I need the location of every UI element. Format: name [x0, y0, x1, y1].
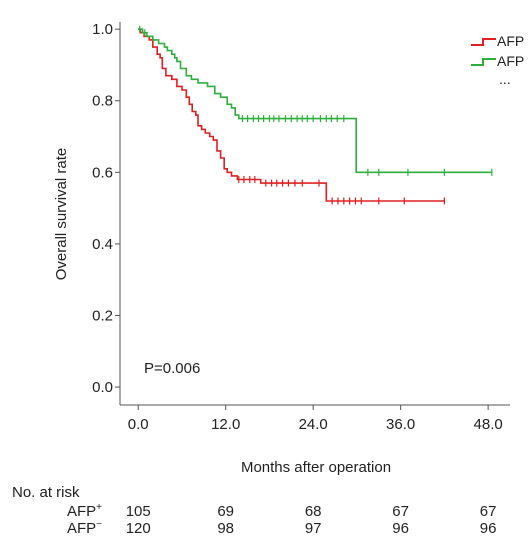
y-tick-label: 0.6	[92, 164, 113, 181]
legend-swatch-afp-negative	[471, 58, 496, 66]
survival-curve-afp-positive	[138, 28, 445, 202]
y-axis-title: Overall survival rate	[53, 148, 70, 281]
risk-table: No. at risk AFP+ AFP− 105 69 68 67 67 120 98 97…	[12, 484, 496, 536]
x-axis-title: Months after operation	[241, 459, 391, 476]
risk-value: 105	[126, 503, 151, 520]
series-layer	[138, 25, 493, 205]
risk-values: 105 69 68 67 67 120 98 97 96 96	[126, 503, 497, 536]
legend: AFP AFP ...	[471, 33, 524, 87]
x-tick-label: 36.0	[386, 416, 415, 433]
risk-table-title: No. at risk	[12, 484, 80, 501]
risk-value: 67	[392, 503, 409, 520]
y-tick-label: 0.2	[92, 308, 113, 325]
risk-value: 67	[480, 503, 497, 520]
x-tick-label: 24.0	[299, 416, 328, 433]
y-tick-label: 0.8	[92, 93, 113, 110]
axes: 0.0 0.2 0.4 0.6 0.8 1.0 0.0 12.0 24.0 36.0 48.0	[92, 21, 510, 433]
risk-value: 120	[126, 520, 151, 536]
x-tick-label: 48.0	[474, 416, 503, 433]
y-ticks: 0.0 0.2 0.4 0.6 0.8 1.0	[92, 21, 120, 396]
legend-label-afp-negative: AFP	[497, 53, 524, 69]
risk-value: 98	[217, 520, 234, 536]
risk-row-label-afp-negative: AFP−	[67, 519, 102, 536]
risk-value: 68	[305, 503, 322, 520]
risk-row-label-afp-positive: AFP+	[67, 502, 102, 520]
risk-value: 96	[480, 520, 497, 536]
y-tick-label: 1.0	[92, 21, 113, 38]
x-tick-label: 0.0	[128, 416, 149, 433]
risk-value: 97	[305, 520, 322, 536]
p-value-annotation: P=0.006	[144, 360, 200, 377]
risk-value: 69	[217, 503, 234, 520]
legend-more: ...	[499, 71, 511, 87]
x-ticks: 0.0 12.0 24.0 36.0 48.0	[128, 405, 503, 433]
y-tick-label: 0.4	[92, 236, 113, 253]
y-tick-label: 0.0	[92, 379, 113, 396]
survival-curve-afp-negative	[138, 28, 492, 174]
legend-label-afp-positive: AFP	[497, 33, 524, 49]
x-tick-label: 12.0	[211, 416, 240, 433]
risk-value: 96	[392, 520, 409, 536]
legend-swatch-afp-positive	[471, 38, 496, 46]
